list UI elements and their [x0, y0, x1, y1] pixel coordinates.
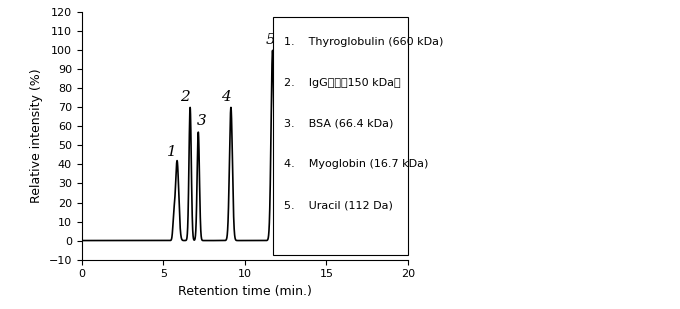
Text: 5.    Uracil (112 Da): 5. Uracil (112 Da) [284, 200, 393, 210]
Text: 5: 5 [265, 32, 275, 47]
Text: 1.    Thyroglobulin (660 kDa): 1. Thyroglobulin (660 kDa) [284, 37, 443, 47]
Text: 2: 2 [180, 90, 190, 104]
FancyBboxPatch shape [273, 17, 408, 255]
Text: 3: 3 [197, 114, 207, 128]
Y-axis label: Relative intensity (%): Relative intensity (%) [30, 69, 43, 203]
Text: 4: 4 [221, 90, 231, 104]
Text: 1: 1 [167, 145, 177, 159]
X-axis label: Retention time (min.): Retention time (min.) [178, 285, 311, 298]
Text: 3.    BSA (66.4 kDa): 3. BSA (66.4 kDa) [284, 119, 393, 129]
Text: 4.    Myoglobin (16.7 kDa): 4. Myoglobin (16.7 kDa) [284, 159, 428, 169]
Text: 2.    IgG抗体（150 kDa）: 2. IgG抗体（150 kDa） [284, 78, 401, 88]
